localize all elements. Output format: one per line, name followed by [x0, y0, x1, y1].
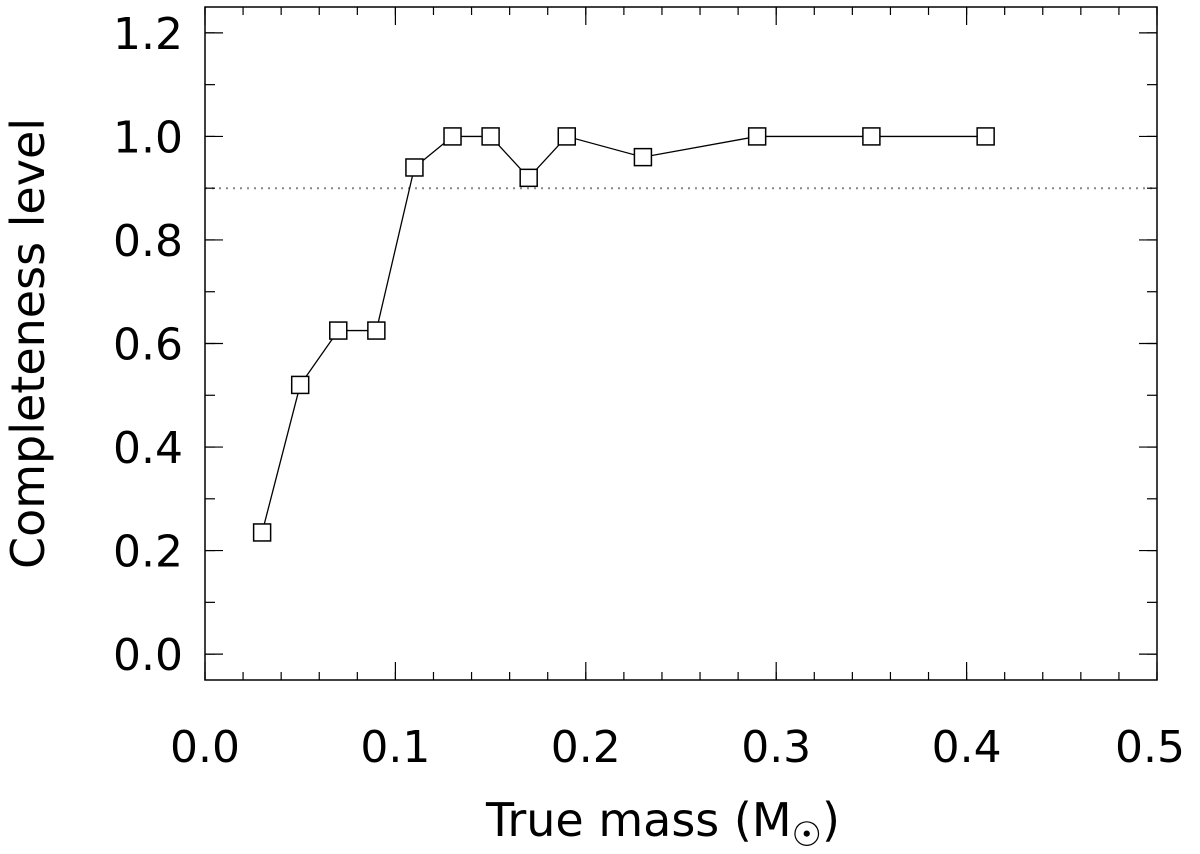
y-tick-label: 1.0 — [113, 112, 183, 163]
data-point-marker — [290, 375, 310, 395]
data-point-marker — [862, 127, 881, 146]
data-point-marker — [481, 127, 500, 146]
x-tick-label: 0.3 — [741, 722, 811, 773]
x-tick-label: 0.1 — [360, 722, 430, 773]
y-tick-label: 0.0 — [113, 630, 183, 681]
x-tick-label: 0.4 — [932, 722, 1002, 773]
y-tick-label: 1.2 — [113, 9, 183, 60]
data-point-marker — [747, 127, 767, 146]
x-axis-title-close: ) — [822, 793, 840, 847]
data-point-marker — [367, 321, 386, 340]
tick-marks-layer — [204, 7, 1158, 680]
data-point-marker — [519, 168, 538, 188]
x-tick-label: 0.5 — [1115, 722, 1185, 773]
data-point-marker — [443, 127, 462, 146]
data-point-marker — [405, 158, 424, 177]
data-point-marker — [557, 127, 577, 146]
tick-labels-layer: 0.0 0.1 0.2 0.3 0.4 0.5 0.0 0.2 0.4 0.6 0.8 1.0 1.2 — [113, 9, 1185, 773]
data-point-marker — [633, 147, 653, 167]
x-axis-title: True mass (M☉) — [485, 793, 840, 854]
x-tick-label: 0.0 — [170, 722, 240, 773]
plot-frame — [204, 6, 1158, 681]
data-point-marker — [252, 523, 272, 542]
y-tick-label: 0.6 — [113, 320, 183, 371]
data-point-marker — [329, 321, 348, 340]
series-layer — [252, 127, 995, 542]
data-point-marker — [976, 127, 995, 146]
y-tick-label: 0.4 — [113, 423, 183, 474]
y-axis-title: Completeness level — [1, 118, 55, 569]
y-tick-label: 0.8 — [113, 216, 183, 267]
y-tick-label: 0.2 — [113, 527, 183, 578]
x-tick-label: 0.2 — [551, 722, 621, 773]
solar-symbol: ☉ — [792, 815, 822, 854]
x-axis-title-text: True mass (M — [485, 793, 792, 847]
